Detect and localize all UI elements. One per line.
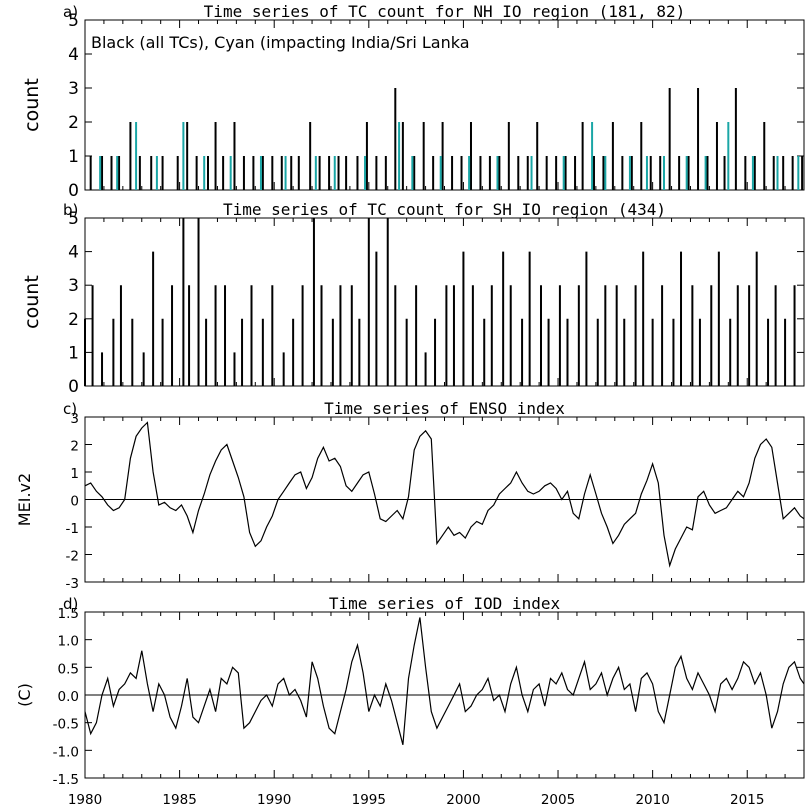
- panel-label: b): [63, 201, 78, 219]
- y-tick-label: 0: [68, 181, 79, 201]
- legend-note: Black (all TCs), Cyan (impacting India/S…: [91, 33, 470, 52]
- y-tick-label: 1: [68, 343, 79, 363]
- y-tick-label: 0: [70, 494, 79, 510]
- plot-frame: [84, 217, 805, 387]
- y-tick-label: 5: [68, 11, 79, 31]
- y-tick-label: 2: [68, 113, 79, 133]
- y-tick-label: 0.0: [58, 689, 79, 705]
- panel-label: d): [63, 595, 78, 613]
- y-tick-label: 1: [68, 147, 79, 167]
- chart-title: Time series of TC count for SH IO region…: [223, 200, 666, 219]
- y-tick-label: 3: [68, 79, 79, 99]
- y-axis-label: (C): [15, 683, 34, 707]
- y-axis-label: MEI.v2: [15, 473, 34, 526]
- y-tick-label: -1.0: [53, 744, 79, 760]
- y-tick-label: 1.0: [58, 634, 79, 650]
- x-tick-label: 2005: [541, 792, 575, 808]
- y-tick-label: 3: [68, 276, 79, 296]
- panel-4: 1.5 1.0 0.5 0.0 -0.5 -1.0 -1.5 (C) d) Time series…: [15, 594, 805, 788]
- chart-title: Time series of ENSO index: [324, 399, 565, 418]
- y-tick-label: 4: [68, 243, 79, 263]
- series-line-iod: [84, 617, 805, 745]
- chart-title: Time series of IOD index: [329, 594, 561, 613]
- x-tick-label: 2000: [446, 792, 480, 808]
- y-tick-label: -1: [66, 521, 79, 537]
- y-axis-label: count: [21, 78, 43, 132]
- y-tick-label: 2: [70, 439, 79, 455]
- chart-title: Time series of TC count for NH IO region…: [204, 2, 686, 21]
- y-tick-label: 1.5: [58, 606, 79, 622]
- y-tick-label: 0.5: [58, 661, 79, 677]
- panel-1: 0 1 2 3 4 5 count a) Time series of TC count for…: [21, 2, 805, 201]
- panel-label: a): [63, 3, 78, 21]
- y-tick-label: 2: [68, 310, 79, 330]
- y-tick-label: 1: [70, 466, 79, 482]
- y-tick-label: -1.5: [53, 772, 79, 788]
- y-tick-label: 0: [68, 377, 79, 397]
- panel-2: 0 1 2 3 4 5 count b) Time series of TC count for…: [21, 200, 805, 397]
- x-tick-label: 2015: [730, 792, 764, 808]
- y-axis-label: count: [21, 275, 43, 329]
- x-tick-label: 1990: [257, 792, 291, 808]
- y-tick-label: 4: [68, 45, 79, 65]
- panel-label: c): [63, 400, 77, 418]
- x-tick-label: 1985: [162, 792, 196, 808]
- panel-3: 3 2 1 0 -1 -2 -3 MEI.v2 c) Time series of ENSO in…: [15, 399, 805, 592]
- series-line-mei: [84, 421, 805, 568]
- x-tick-label: 1980: [68, 792, 102, 808]
- x-tick-label: 1995: [352, 792, 386, 808]
- y-tick-label: -0.5: [53, 717, 79, 733]
- x-tick-label: 2010: [635, 792, 669, 808]
- y-tick-label: -2: [66, 549, 79, 565]
- y-tick-label: -3: [66, 576, 79, 592]
- y-tick-label: 5: [68, 209, 79, 229]
- y-tick-label: 3: [70, 411, 79, 427]
